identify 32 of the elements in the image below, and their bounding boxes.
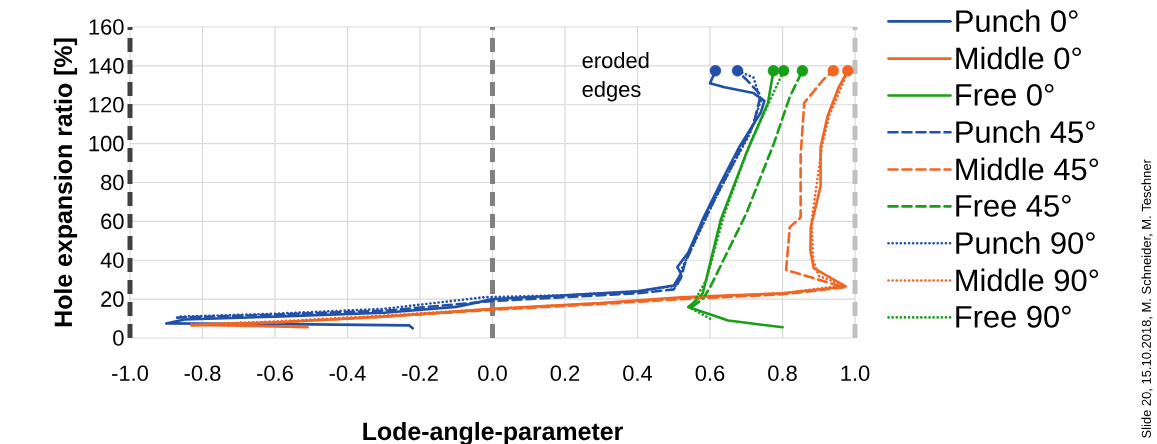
- legend-label: Middle 45°: [956, 157, 1099, 181]
- x-tick-label: -0.2: [402, 365, 438, 382]
- y-tick-label: 40: [100, 252, 124, 269]
- x-tick-label: -0.8: [184, 365, 221, 382]
- y-tick-label: 120: [89, 96, 124, 113]
- legend-label: Punch 45°: [956, 120, 1095, 144]
- x-tick-label: -0.6: [257, 365, 293, 382]
- legend-label: Free 0°: [956, 83, 1054, 106]
- x-tick-label: 0.2: [550, 365, 580, 382]
- y-tick-label: 0: [113, 330, 124, 346]
- y-tick-label: 80: [101, 174, 124, 191]
- legend-label: Middle 0°: [956, 46, 1081, 70]
- x-tick-label: 0.6: [695, 365, 725, 382]
- legend-label: Free 90°: [956, 305, 1071, 328]
- legend-label: Free 45°: [956, 194, 1071, 217]
- y-tick-label: 60: [101, 213, 124, 230]
- y-tick-label: 160: [89, 19, 124, 35]
- x-tick-label: 1.0: [841, 365, 870, 382]
- x-tick-label: 0.8: [768, 365, 797, 382]
- y-axis-title: Hole expansion ratio [%]: [53, 38, 78, 327]
- x-tick-label: 0.4: [623, 365, 653, 382]
- y-tick-label: 100: [89, 135, 124, 152]
- x-tick-label: -1.0: [112, 365, 149, 382]
- annotation: eroded edges: [582, 52, 649, 102]
- legend-label: Punch 0°: [956, 9, 1078, 33]
- y-tick-label: 140: [89, 58, 124, 74]
- y-tick-label: 20: [101, 291, 124, 307]
- legend-label: Middle 90°: [956, 268, 1099, 292]
- x-tick-label: 0.0: [478, 365, 507, 382]
- legend-label: Punch 90°: [956, 231, 1095, 255]
- text: Slide 20, 15.10.2018, M. Schneider, M. Teschner: [1141, 159, 1153, 438]
- x-tick-label: -0.4: [329, 365, 366, 382]
